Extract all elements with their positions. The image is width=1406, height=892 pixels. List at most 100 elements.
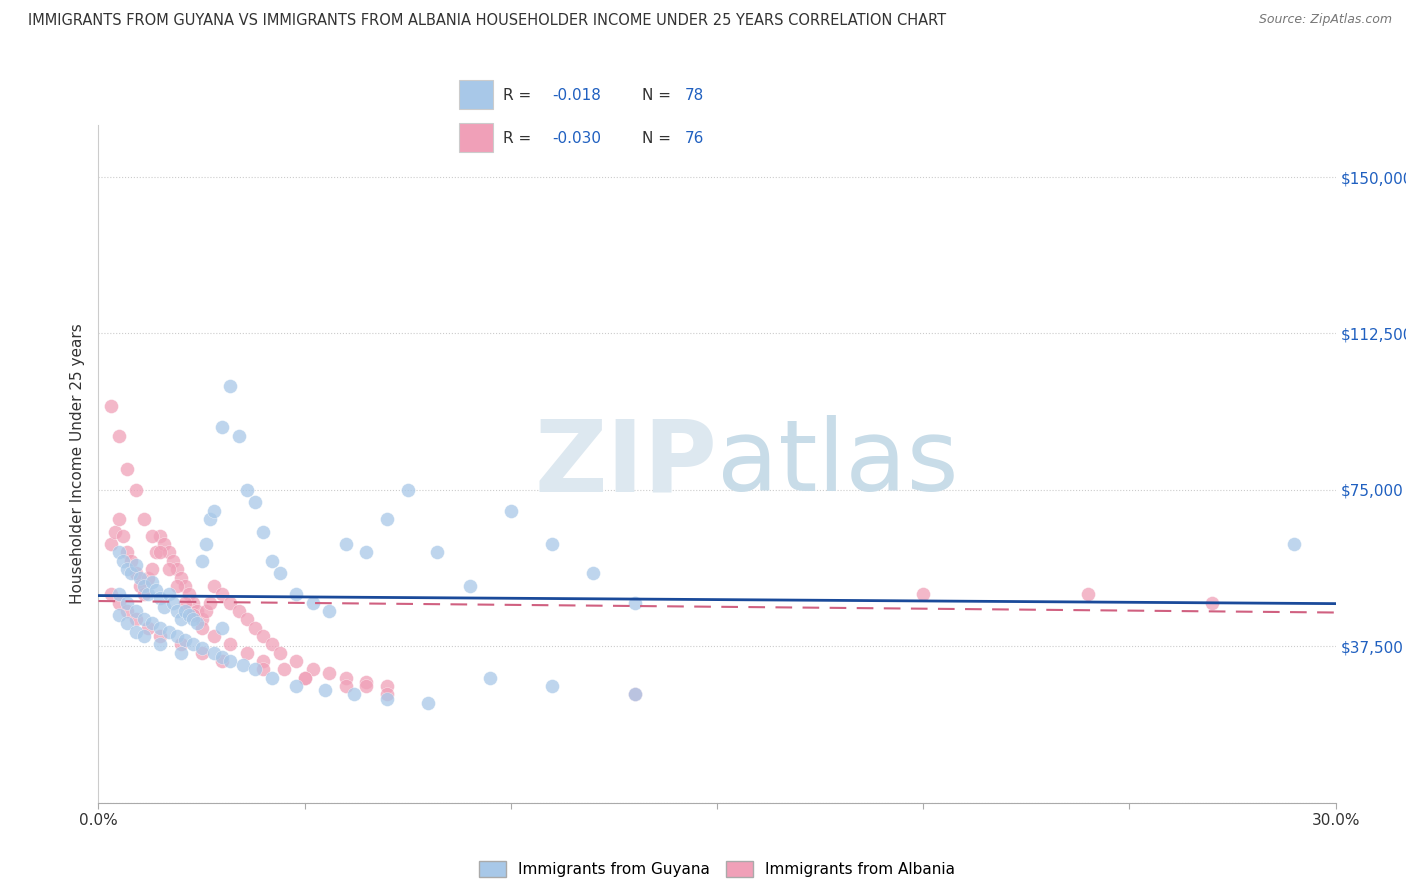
- Point: [132, 579, 155, 593]
- Legend: Immigrants from Guyana, Immigrants from Albania: Immigrants from Guyana, Immigrants from …: [472, 855, 962, 883]
- Point: [252, 524, 274, 539]
- Point: [236, 612, 259, 626]
- Point: [136, 587, 159, 601]
- Point: [211, 649, 233, 664]
- Point: [128, 570, 150, 584]
- Point: [318, 604, 340, 618]
- Point: [108, 512, 131, 526]
- Point: [375, 687, 398, 701]
- Point: [179, 587, 201, 601]
- Point: [117, 545, 139, 559]
- Point: [252, 662, 274, 676]
- Point: [153, 537, 176, 551]
- Point: [541, 537, 564, 551]
- Point: [174, 633, 197, 648]
- Point: [108, 596, 131, 610]
- Point: [541, 679, 564, 693]
- Point: [202, 629, 225, 643]
- Point: [100, 587, 122, 601]
- Point: [186, 604, 208, 618]
- Point: [170, 646, 193, 660]
- Point: [1077, 587, 1099, 601]
- Point: [335, 537, 357, 551]
- Point: [108, 608, 131, 623]
- Point: [236, 646, 259, 660]
- Point: [117, 596, 139, 610]
- Point: [117, 462, 139, 476]
- Point: [162, 554, 184, 568]
- Point: [141, 562, 163, 576]
- Text: -0.030: -0.030: [553, 131, 600, 145]
- Point: [157, 587, 180, 601]
- Point: [211, 621, 233, 635]
- Point: [149, 629, 172, 643]
- Point: [108, 428, 131, 442]
- Point: [243, 495, 266, 509]
- Point: [141, 574, 163, 589]
- Point: [375, 691, 398, 706]
- Point: [219, 378, 242, 392]
- Text: -0.018: -0.018: [553, 88, 600, 103]
- Point: [120, 554, 142, 568]
- Point: [314, 683, 336, 698]
- Point: [294, 671, 316, 685]
- Point: [166, 579, 188, 593]
- Point: [136, 570, 159, 584]
- Point: [294, 671, 316, 685]
- Point: [343, 687, 366, 701]
- Text: R =: R =: [502, 131, 536, 145]
- Point: [181, 608, 204, 623]
- Point: [157, 624, 180, 639]
- Point: [181, 596, 204, 610]
- Point: [112, 554, 135, 568]
- Point: [211, 587, 233, 601]
- Y-axis label: Householder Income Under 25 years: Householder Income Under 25 years: [69, 324, 84, 604]
- Point: [117, 616, 139, 631]
- Point: [190, 554, 212, 568]
- Point: [132, 629, 155, 643]
- Point: [170, 612, 193, 626]
- Point: [318, 666, 340, 681]
- Point: [190, 612, 212, 626]
- Point: [108, 545, 131, 559]
- Point: [356, 674, 378, 689]
- Point: [260, 671, 283, 685]
- Point: [260, 554, 283, 568]
- Point: [181, 637, 204, 651]
- Point: [202, 646, 225, 660]
- Point: [132, 612, 155, 626]
- Point: [124, 566, 146, 581]
- Point: [499, 504, 522, 518]
- Point: [396, 483, 419, 497]
- Text: IMMIGRANTS FROM GUYANA VS IMMIGRANTS FROM ALBANIA HOUSEHOLDER INCOME UNDER 25 YE: IMMIGRANTS FROM GUYANA VS IMMIGRANTS FRO…: [28, 13, 946, 29]
- Point: [141, 529, 163, 543]
- Text: atlas: atlas: [717, 416, 959, 512]
- Point: [162, 596, 184, 610]
- Point: [170, 570, 193, 584]
- Point: [198, 596, 221, 610]
- Point: [166, 604, 188, 618]
- Point: [117, 604, 139, 618]
- Point: [458, 579, 481, 593]
- Point: [149, 545, 172, 559]
- Point: [479, 671, 502, 685]
- Point: [157, 545, 180, 559]
- Point: [124, 558, 146, 572]
- Point: [219, 654, 242, 668]
- Point: [375, 512, 398, 526]
- Point: [132, 512, 155, 526]
- Point: [219, 596, 242, 610]
- Point: [1201, 596, 1223, 610]
- FancyBboxPatch shape: [460, 123, 494, 152]
- Point: [194, 537, 217, 551]
- Point: [190, 621, 212, 635]
- Point: [104, 524, 127, 539]
- Point: [285, 587, 308, 601]
- Point: [623, 596, 645, 610]
- Point: [426, 545, 449, 559]
- Point: [117, 562, 139, 576]
- Text: R =: R =: [502, 88, 536, 103]
- Text: N =: N =: [641, 88, 675, 103]
- Point: [252, 654, 274, 668]
- Point: [269, 566, 291, 581]
